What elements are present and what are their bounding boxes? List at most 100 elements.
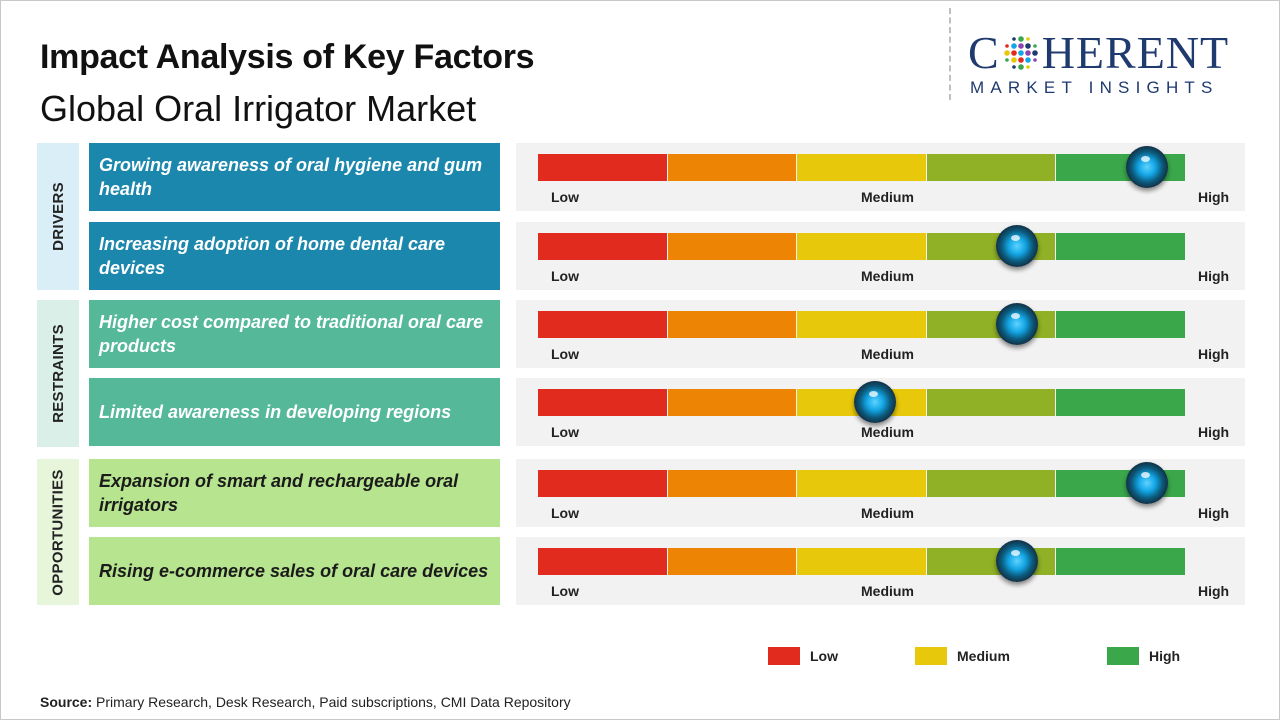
source-note: Source: Primary Research, Desk Research,…: [40, 694, 571, 710]
scale-tick-high: High: [1198, 424, 1230, 440]
scale-segment: [1056, 311, 1185, 338]
scale-segment: [538, 311, 667, 338]
legend-item-medium: Medium: [915, 646, 1010, 666]
logo-dot: [1011, 37, 1016, 41]
category-label: RESTRAINTS: [49, 324, 67, 423]
logo-dot: [1017, 36, 1024, 42]
source-text: Primary Research, Desk Research, Paid su…: [92, 694, 571, 710]
scale-segment: [797, 311, 926, 338]
scale-segment: [926, 389, 1055, 416]
logo-dot: [1017, 64, 1024, 70]
scale-segment: [667, 389, 796, 416]
scale-tick-medium: Medium: [861, 346, 914, 362]
source-label: Source:: [40, 694, 93, 710]
legend-swatch: [1107, 647, 1139, 665]
scale-segment: [797, 548, 926, 575]
company-logo: C HERENT MARKET INSIGHTS: [968, 30, 1268, 98]
logo-dot: [1017, 50, 1024, 56]
impact-scale-3: Low Medium High: [516, 300, 1245, 368]
logo-dot: [1024, 50, 1031, 56]
scale-segment: [538, 154, 667, 181]
factor-label-3: Higher cost compared to traditional oral…: [89, 300, 500, 368]
scale-tick-medium: Medium: [861, 583, 914, 599]
logo-word-end: HERENT: [1041, 27, 1230, 78]
impact-scale-5: Low Medium High: [516, 459, 1245, 527]
legend-swatch: [915, 647, 947, 665]
logo-dot: [1003, 50, 1010, 56]
category-opportunities: OPPORTUNITIES: [37, 459, 79, 605]
legend-item-high: High: [1107, 646, 1180, 666]
factor-label-4: Limited awareness in developing regions: [89, 378, 500, 446]
scale-segment: [667, 470, 796, 497]
scale-segment: [797, 233, 926, 260]
legend-label: High: [1149, 648, 1181, 664]
logo-dot: [1004, 44, 1009, 48]
logo-dot: [1017, 43, 1024, 49]
factor-label-6: Rising e-commerce sales of oral care dev…: [89, 537, 500, 605]
scale-tick-low: Low: [551, 268, 579, 284]
legend-label: Medium: [957, 648, 1010, 664]
category-drivers: DRIVERS: [37, 143, 79, 290]
scale-tick-low: Low: [551, 583, 579, 599]
logo-dot: [1031, 50, 1038, 56]
category-label: DRIVERS: [49, 182, 67, 251]
logo-dot: [1032, 58, 1037, 62]
logo-divider: [949, 8, 951, 100]
scale-tick-high: High: [1198, 583, 1230, 599]
scale-segment: [926, 470, 1055, 497]
impact-scale-4: Low Medium High: [516, 378, 1245, 446]
scale-tick-high: High: [1198, 189, 1230, 205]
scale-segment: [1056, 389, 1185, 416]
logo-tagline: MARKET INSIGHTS: [970, 78, 1219, 97]
category-label: OPPORTUNITIES: [49, 468, 67, 596]
impact-scale-2: Low Medium High: [516, 222, 1245, 290]
scale-segment: [1056, 233, 1185, 260]
logo-dot: [1004, 58, 1009, 62]
page-subtitle: Global Oral Irrigator Market: [40, 88, 477, 129]
logo-dot: [1010, 43, 1017, 49]
logo-dot: [1011, 65, 1016, 69]
logo-dot: [1025, 37, 1030, 41]
scale-segment: [797, 470, 926, 497]
logo-dot: [1024, 57, 1031, 63]
scale-tick-medium: Medium: [861, 505, 914, 521]
scale-tick-high: High: [1198, 346, 1230, 362]
scale-segment: [1056, 548, 1185, 575]
factor-label-2: Increasing adoption of home dental care …: [89, 222, 500, 290]
scale-segment: [797, 154, 926, 181]
impact-indicator: [996, 225, 1039, 267]
scale-tick-medium: Medium: [861, 424, 914, 440]
logo-dot: [1032, 44, 1037, 48]
logo-dot: [1025, 65, 1030, 69]
impact-indicator: [1125, 462, 1168, 504]
factor-label-5: Expansion of smart and rechargeable oral…: [89, 459, 500, 527]
factor-label-1: Growing awareness of oral hygiene and gu…: [89, 143, 500, 211]
scale-segment: [667, 154, 796, 181]
scale-segment: [538, 389, 667, 416]
legend-item-low: Low: [768, 646, 838, 666]
logo-dots-icon: [1003, 36, 1038, 70]
scale-segment: [538, 548, 667, 575]
scale-segment: [538, 233, 667, 260]
scale-tick-low: Low: [551, 346, 579, 362]
impact-indicator: [1125, 146, 1168, 188]
scale-tick-low: Low: [551, 424, 579, 440]
logo-dot: [1024, 43, 1031, 49]
scale-tick-high: High: [1198, 505, 1230, 521]
logo-dot: [1017, 57, 1024, 63]
impact-scale-1: Low Medium High: [516, 143, 1245, 211]
logo-dot: [1010, 50, 1017, 56]
scale-tick-low: Low: [551, 505, 579, 521]
logo-word-start: C: [968, 27, 1000, 78]
scale-tick-medium: Medium: [861, 189, 914, 205]
impact-indicator: [853, 381, 896, 423]
scale-segment: [926, 154, 1055, 181]
legend-swatch: [768, 647, 800, 665]
scale-segment: [667, 548, 796, 575]
category-restraints: RESTRAINTS: [37, 300, 79, 447]
logo-wordmark: C HERENT: [968, 30, 1268, 76]
scale-tick-medium: Medium: [861, 268, 914, 284]
legend-label: Low: [810, 648, 838, 664]
scale-tick-low: Low: [551, 189, 579, 205]
scale-tick-high: High: [1198, 268, 1230, 284]
